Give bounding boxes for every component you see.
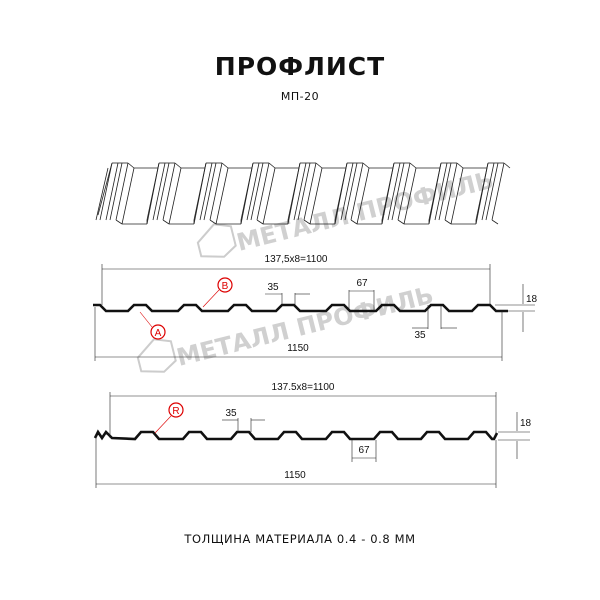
profile-a-bottom-label: 35 <box>414 330 426 341</box>
sheet-edge <box>268 162 276 169</box>
sheet-edge <box>121 167 135 225</box>
watermark-text: МЕТАЛЛ ПРОФИЛЬ <box>174 281 437 372</box>
sheet-edge <box>105 162 119 221</box>
sheet-edge <box>334 162 348 221</box>
sheet-edge <box>303 219 311 225</box>
profile-a-crest-label: 35 <box>267 282 279 293</box>
sheet-edge <box>109 162 123 221</box>
sheet-3d-view <box>95 162 511 225</box>
profile-r <box>93 392 530 488</box>
profile-a-line <box>93 303 508 313</box>
sheet-edge <box>256 219 264 225</box>
sheet-edge <box>391 162 405 221</box>
sheet-edge <box>315 162 323 169</box>
sheet-edge <box>156 162 170 221</box>
sheet-edge <box>221 162 229 169</box>
sheet-edge <box>215 167 229 225</box>
sheet-edge <box>344 162 358 221</box>
sheet-edge <box>397 219 405 225</box>
profile-r-crest-label: 35 <box>225 408 237 419</box>
sheet-edge <box>303 162 317 221</box>
sheet-edge <box>356 167 370 225</box>
profile-a-pitch-label: 137,5x8=1100 <box>265 254 328 265</box>
material-thickness-note: ТОЛЩИНА МАТЕРИАЛА 0.4 - 0.8 ММ <box>184 532 416 546</box>
sheet-edge <box>387 162 401 221</box>
profile-r-height-label: 18 <box>520 418 532 429</box>
sheet-edge <box>287 162 301 221</box>
profile-r-width-label: 1150 <box>284 470 306 481</box>
sheet-edge <box>403 167 417 225</box>
sheet-edge <box>95 167 109 221</box>
sheet-edge <box>256 162 270 221</box>
sheet-edge <box>475 162 489 221</box>
sheet-edge <box>146 162 160 221</box>
sheet-edge <box>152 162 166 221</box>
mark-a: A <box>155 328 162 339</box>
sheet-edge <box>381 162 395 221</box>
sheet-edge <box>193 162 207 221</box>
sheet-edge <box>503 162 511 169</box>
sheet-edge <box>168 167 182 225</box>
sheet-edge <box>246 162 260 221</box>
sheet-edge <box>162 162 176 221</box>
sheet-edge <box>262 167 276 225</box>
sheet-edge <box>199 162 213 221</box>
sheet-edge <box>340 162 354 221</box>
page-title: ПРОФЛИСТ <box>214 52 386 81</box>
sheet-edge <box>481 162 495 221</box>
profile-a-height-label: 18 <box>526 294 538 305</box>
sheet-edge <box>309 167 323 225</box>
sheet-edge <box>438 162 452 221</box>
watermark-text: МЕТАЛЛ ПРОФИЛЬ <box>234 166 497 257</box>
model-subtitle: МП-20 <box>280 90 320 103</box>
sheet-edge <box>450 167 464 225</box>
sheet-edge <box>297 162 311 221</box>
sheet-edge <box>456 162 464 169</box>
profile-a <box>93 264 535 361</box>
sheet-edge <box>444 162 458 221</box>
sheet-edge <box>97 162 113 216</box>
sheet-edge <box>203 162 217 221</box>
sheet-edge <box>250 162 264 221</box>
sheet-edge <box>350 162 364 221</box>
sheet-edge <box>209 219 217 225</box>
profile-r-line <box>93 429 499 441</box>
sheet-edge <box>174 162 182 169</box>
sheet-edge <box>397 162 411 221</box>
sheet-edge <box>115 162 129 221</box>
sheet-edge <box>127 162 135 169</box>
sheet-edge <box>115 219 123 225</box>
profile-a-trough-label: 67 <box>356 278 368 289</box>
sheet-edge <box>444 219 452 225</box>
watermark-2: МЕТАЛЛ ПРОФИЛЬ <box>136 281 437 373</box>
profile-r-trough-label: 67 <box>358 445 370 456</box>
sheet-edge <box>409 162 417 169</box>
sheet-edge <box>162 219 170 225</box>
sheet-edge <box>491 162 505 221</box>
mark-r: R <box>172 406 179 417</box>
sheet-edge <box>350 219 358 225</box>
sheet-edge <box>293 162 307 221</box>
profile-a-width-label: 1150 <box>287 343 309 354</box>
sheet-edge <box>99 162 113 221</box>
mark-b: B <box>222 281 229 292</box>
sheet-edge <box>240 162 254 221</box>
sheet-edge <box>428 162 442 221</box>
sheet-edge <box>485 162 499 221</box>
sheet-edge <box>362 162 370 169</box>
sheet-edge <box>209 162 223 221</box>
sheet-edge <box>491 219 499 225</box>
sheet-edge <box>434 162 448 221</box>
profile-r-pitch-label: 137.5x8=1100 <box>272 382 335 393</box>
